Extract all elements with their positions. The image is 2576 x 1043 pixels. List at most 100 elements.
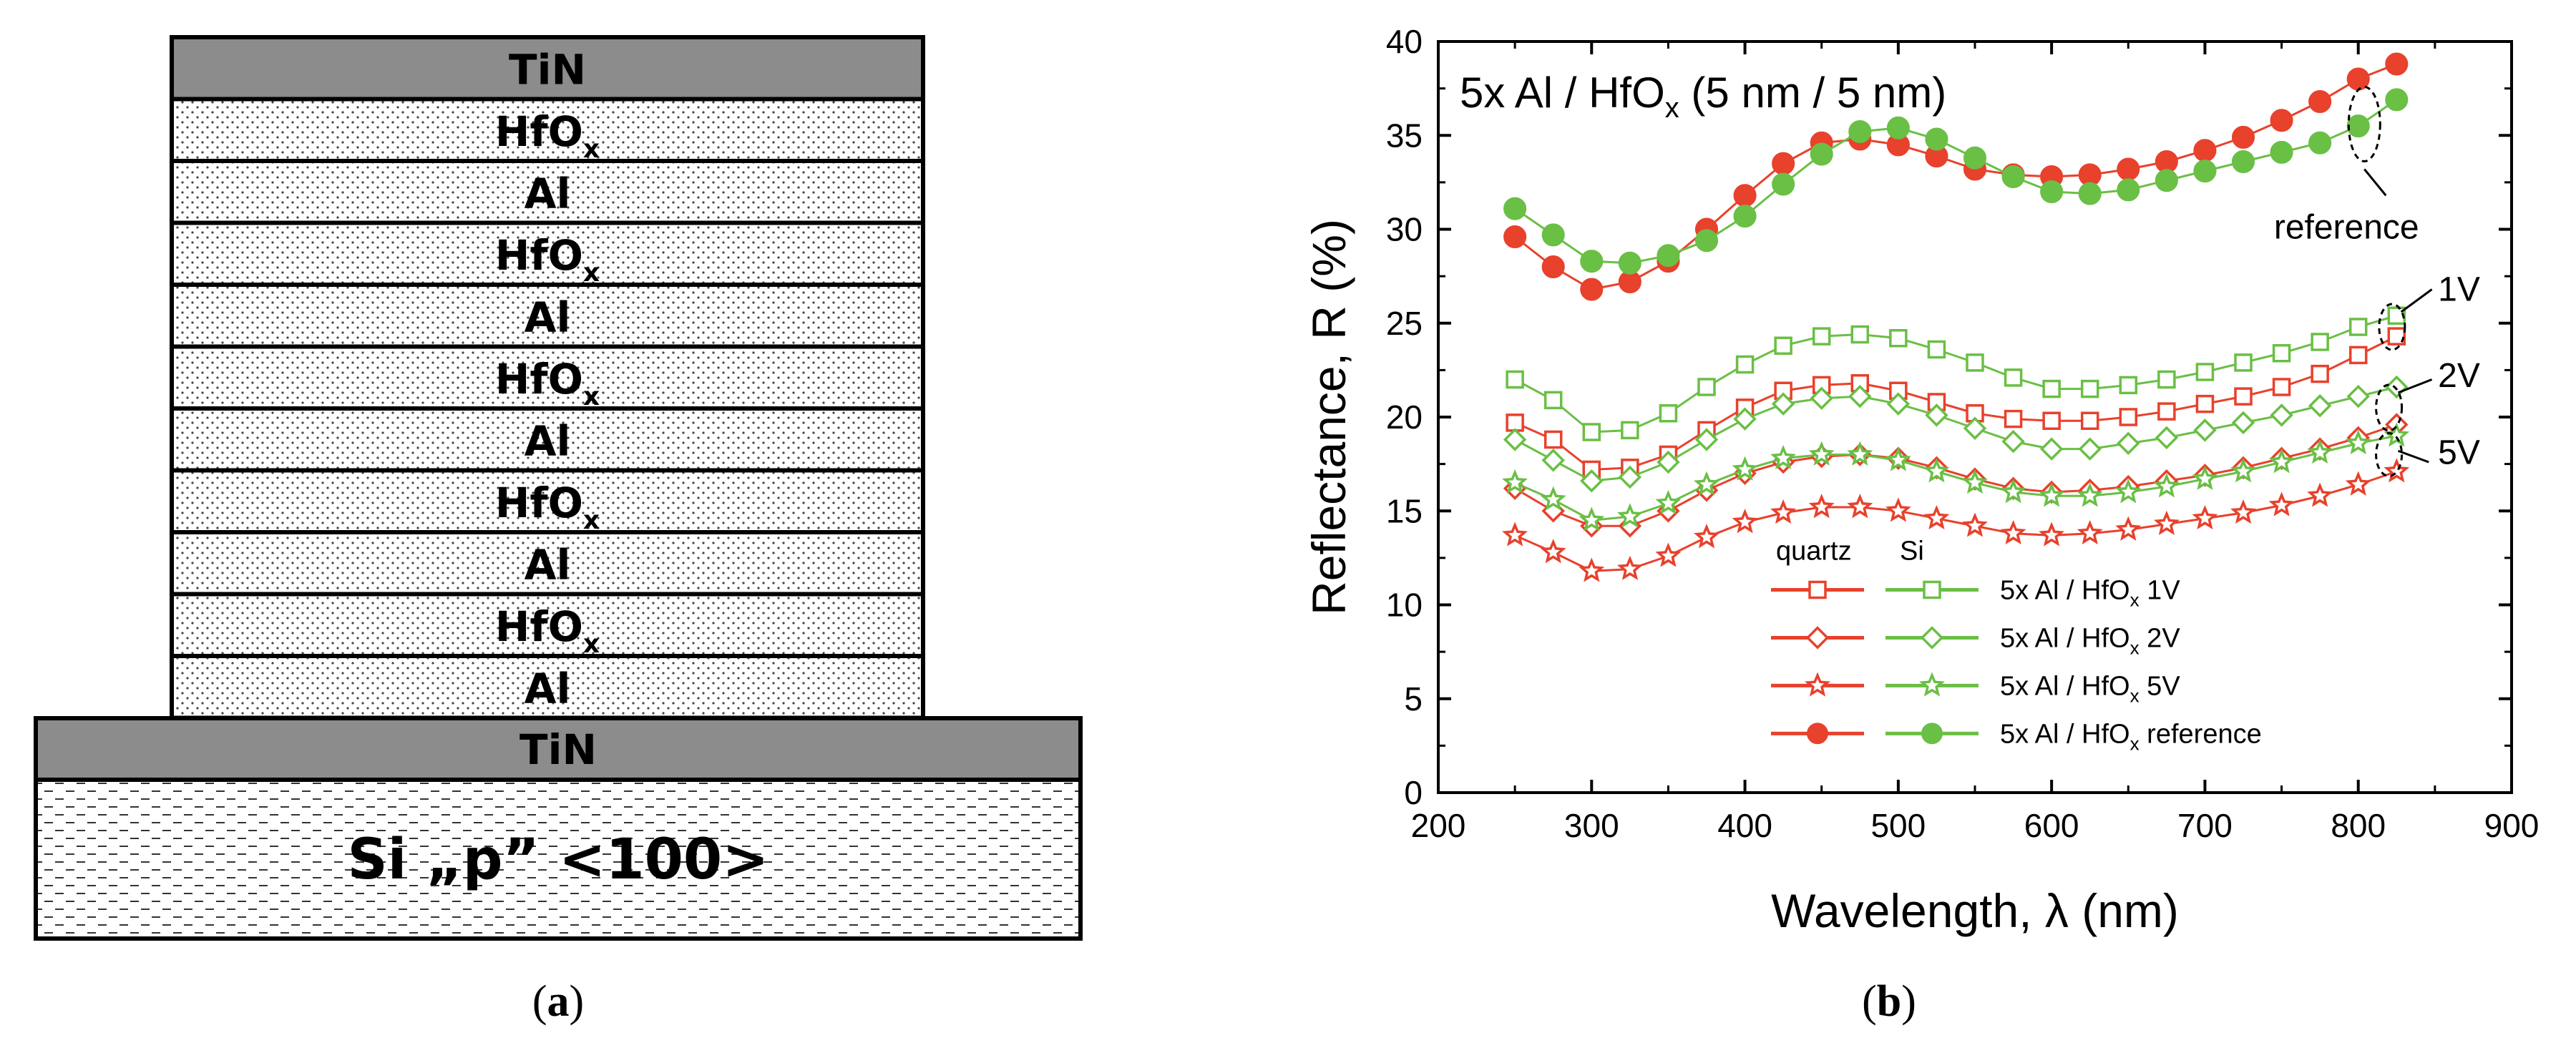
data-point: [1618, 251, 1641, 275]
stack-layer-label: Al: [525, 416, 571, 465]
data-point: [1923, 458, 1950, 483]
series-si-1v: [1506, 306, 2406, 441]
data-point: [2348, 346, 2368, 365]
chart-title: 5x Al / HfOx (5 nm / 5 nm): [1460, 69, 1946, 124]
data-point: [1618, 270, 1641, 294]
annotation-2v: 2V: [2438, 357, 2480, 395]
data-point: [1885, 446, 1911, 471]
data-point: [1503, 225, 1527, 249]
x-tick-label: 800: [2331, 807, 2386, 844]
data-point: [2231, 411, 2255, 435]
data-point: [2272, 344, 2291, 363]
data-point: [2192, 505, 2218, 529]
stack-layer-label: HfOx: [495, 107, 600, 164]
x-tick-label: 700: [2177, 807, 2233, 844]
data-point: [2042, 379, 2061, 398]
data-point: [2270, 403, 2293, 427]
data-point: [2000, 520, 2026, 544]
data-point: [1850, 325, 1870, 344]
data-point: [1886, 116, 1910, 139]
data-point: [2195, 363, 2215, 381]
legend-marker: [1920, 626, 1944, 650]
5v-bracket: [2375, 432, 2404, 477]
data-point: [1618, 465, 1642, 489]
series-si-5v: [1502, 422, 2410, 532]
y-tick-label: 20: [1386, 398, 1423, 436]
data-point: [1927, 340, 1946, 359]
data-point: [1694, 428, 1719, 451]
x-tick-label: 300: [1564, 807, 1619, 844]
data-point: [1848, 384, 1872, 408]
data-point: [2272, 378, 2291, 396]
data-point: [2040, 180, 2064, 204]
data-point: [2231, 125, 2255, 149]
data-point: [2042, 411, 2061, 430]
data-point: [2387, 327, 2406, 346]
data-point: [2117, 157, 2140, 181]
data-point: [1543, 430, 1563, 449]
data-point: [2004, 368, 2023, 387]
panel-label-a: (a): [532, 977, 584, 1026]
data-point: [1732, 456, 1758, 481]
data-point: [2117, 431, 2140, 455]
data-point: [2155, 169, 2178, 192]
data-point: [2192, 465, 2218, 490]
data-point: [2077, 482, 2103, 507]
y-tick-label: 30: [1386, 211, 1423, 248]
stack-layer-label: Al: [525, 540, 571, 589]
data-point: [1580, 250, 1604, 273]
data-point: [2270, 109, 2293, 132]
legend-marker: [1805, 626, 1830, 650]
stack-layer-label: Al: [525, 664, 571, 713]
legend-header-quartz: quartz: [1776, 537, 1852, 567]
data-point: [2346, 384, 2370, 408]
data-point: [2308, 394, 2332, 418]
data-point: [1582, 423, 1601, 441]
data-point: [1733, 205, 1757, 228]
legend-marker: [1805, 672, 1830, 697]
legend-marker: [1919, 672, 1945, 697]
data-point: [2078, 163, 2102, 187]
stack-layer-al: [170, 406, 925, 473]
series-quartz-1v: [1506, 327, 2406, 479]
data-point: [2039, 522, 2064, 547]
data-point: [1889, 329, 1908, 348]
chart-title-main: 5x Al / HfO: [1460, 69, 1665, 117]
stack-layer-tin: [170, 35, 925, 102]
data-point: [2385, 88, 2409, 112]
stack-layer-hfox: [170, 468, 925, 534]
data-point: [2268, 449, 2295, 474]
data-point: [2039, 437, 2064, 461]
data-point: [2004, 409, 2023, 429]
panel-letter-b: b: [1877, 977, 1901, 1026]
data-point: [2193, 139, 2217, 162]
data-point: [1735, 355, 1755, 374]
x-tick-label: 400: [1717, 807, 1772, 844]
data-point: [1659, 404, 1678, 423]
legend-label: 5x Al / HfOx reference: [2000, 719, 2262, 754]
legend-marker: [1923, 580, 1941, 599]
data-point: [2157, 370, 2176, 389]
y-tick-label: 25: [1386, 305, 1423, 342]
x-tick-label: 500: [1870, 807, 1926, 844]
data-point: [2268, 491, 2295, 516]
data-point: [1541, 449, 1565, 472]
data-point: [1771, 392, 1795, 416]
data-point: [2115, 516, 2142, 541]
annotation-reference: reference: [2274, 209, 2419, 247]
data-point: [2311, 333, 2329, 351]
data-point: [2385, 375, 2409, 399]
series-line: [1514, 99, 2398, 265]
series-si-2v: [1503, 375, 2409, 493]
data-point: [1580, 278, 1604, 301]
data-point: [2078, 437, 2102, 461]
2v-arrow: [2397, 378, 2433, 394]
reference-arrow: [2363, 168, 2387, 197]
y-tick-label: 5: [1404, 680, 1423, 718]
data-point: [1502, 469, 1528, 494]
data-point: [1963, 416, 1987, 440]
series-quartz-5v: [1502, 458, 2410, 582]
reflectance-chart: 200 300 400 500 600 700 800 900 0 5 10 15 20 25 30 35 40…: [1302, 23, 2539, 937]
y-axis-title: Reflectance, R (%): [1302, 219, 1355, 615]
data-point: [1503, 428, 1527, 451]
